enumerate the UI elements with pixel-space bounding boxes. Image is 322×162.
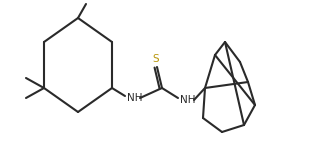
Text: S: S	[152, 54, 159, 64]
Text: NH: NH	[127, 93, 143, 103]
Text: NH: NH	[180, 95, 195, 105]
